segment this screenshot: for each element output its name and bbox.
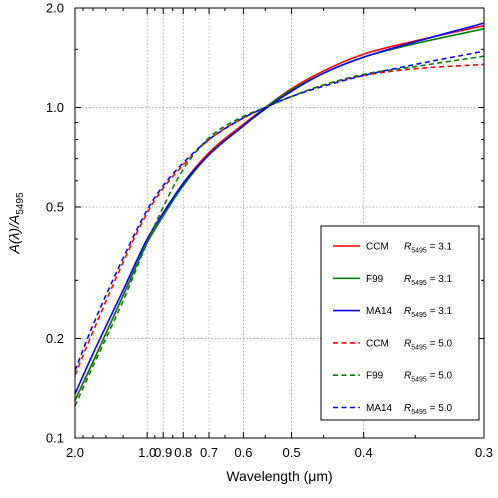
y-axis-label-subscript: 5495 bbox=[15, 192, 26, 215]
series-line-f99-5-0 bbox=[74, 55, 485, 407]
series-lines bbox=[74, 22, 485, 407]
y-tick-label: 0.2 bbox=[46, 331, 64, 346]
x-tick-label: 2.0 bbox=[66, 445, 84, 460]
series-line-ma14-3-1 bbox=[74, 22, 485, 395]
legend-param-subscript: 5495 bbox=[411, 344, 427, 351]
x-tick-labels: 2.0 1.00.9 0.8 0.7 0.6 0.5 0.4 0.3 bbox=[66, 445, 493, 460]
legend-param: R5495 = 3.1 bbox=[404, 242, 453, 255]
x-tick-label: 0.9 bbox=[154, 445, 172, 460]
x-tick-label: 0.6 bbox=[234, 445, 252, 460]
plot-frame bbox=[74, 7, 485, 439]
legend-param: R5495 = 5.0 bbox=[404, 371, 453, 384]
legend-label: MA14 bbox=[366, 403, 393, 414]
legend-param-value: = 5.0 bbox=[427, 403, 453, 414]
legend-param-subscript: 5495 bbox=[411, 377, 427, 384]
legend-label: F99 bbox=[366, 274, 384, 285]
x-tick-label: 0.5 bbox=[282, 445, 300, 460]
legend-param-symbol: R bbox=[404, 306, 411, 317]
axis-ticks bbox=[74, 7, 485, 439]
legend-label: MA14 bbox=[366, 306, 393, 317]
y-tick-label: 0.1 bbox=[46, 431, 64, 446]
legend-param: R5495 = 5.0 bbox=[404, 338, 453, 351]
x-axis-label: Wavelength (μm) bbox=[226, 468, 332, 484]
legend-param-symbol: R bbox=[404, 274, 411, 285]
grid-lines bbox=[75, 8, 484, 438]
legend-param-value: = 5.0 bbox=[427, 371, 453, 382]
legend-param: R5495 = 3.1 bbox=[404, 306, 453, 319]
x-tick-label: 0.4 bbox=[355, 445, 373, 460]
legend-param-value: = 5.0 bbox=[427, 338, 453, 349]
legend-param-symbol: R bbox=[404, 371, 411, 382]
y-tick-label: 2.0 bbox=[46, 1, 64, 16]
legend-label: CCM bbox=[366, 242, 389, 253]
legend-param-subscript: 5495 bbox=[411, 409, 427, 416]
legend-label: CCM bbox=[366, 338, 389, 349]
legend-param-value: = 3.1 bbox=[427, 306, 453, 317]
legend-param-symbol: R bbox=[404, 242, 411, 253]
legend-param-subscript: 5495 bbox=[411, 312, 427, 319]
legend-param-subscript: 5495 bbox=[411, 280, 427, 287]
x-tick-label: 1.0 bbox=[138, 445, 156, 460]
x-tick-label: 0.8 bbox=[174, 445, 192, 460]
y-tick-labels: 0.1 0.2 0.5 1.0 2.0 bbox=[46, 1, 64, 446]
legend-param: R5495 = 3.1 bbox=[404, 274, 453, 287]
legend-param-value: = 3.1 bbox=[427, 274, 453, 285]
series-line-ccm-5-0 bbox=[74, 63, 485, 376]
legend-label: F99 bbox=[366, 371, 384, 382]
legend-box bbox=[320, 225, 480, 421]
x-tick-label: 0.3 bbox=[475, 445, 493, 460]
legend-param-value: = 3.1 bbox=[427, 242, 453, 253]
legend-param-symbol: R bbox=[404, 403, 411, 414]
y-tick-label: 0.5 bbox=[46, 199, 64, 214]
y-tick-label: 1.0 bbox=[46, 100, 64, 115]
x-tick-label: 0.7 bbox=[200, 445, 218, 460]
legend-param: R5495 = 5.0 bbox=[404, 403, 453, 416]
legend-param-subscript: 5495 bbox=[411, 248, 427, 255]
series-line-ma14-5-0 bbox=[74, 50, 485, 371]
legend-param-symbol: R bbox=[404, 338, 411, 349]
